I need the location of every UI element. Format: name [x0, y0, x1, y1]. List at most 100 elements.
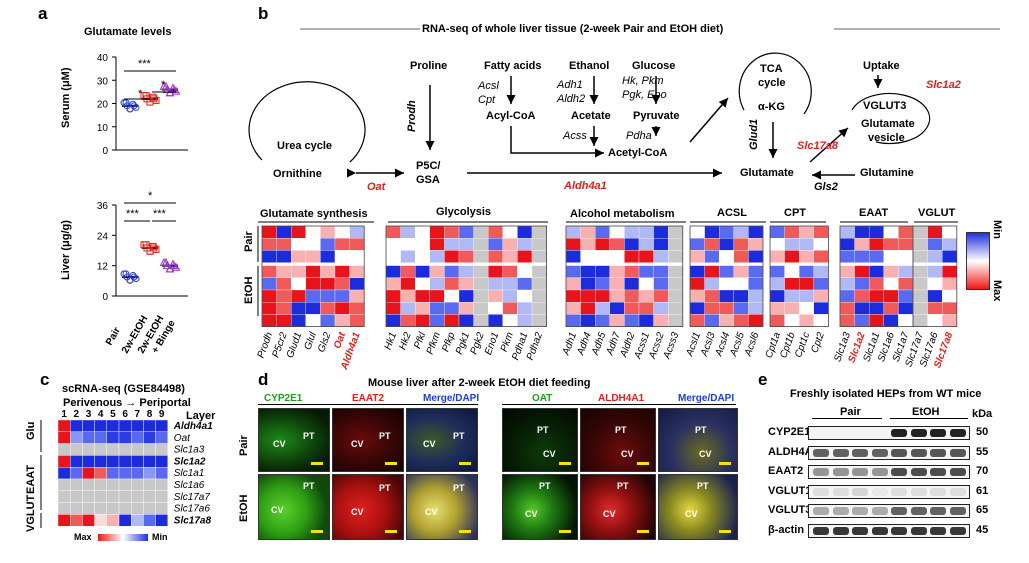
heatmap-cell — [349, 250, 365, 263]
sc-heatmap-cell — [106, 455, 120, 468]
heatmap-cell — [320, 289, 336, 303]
liver-sig-3: *** — [153, 208, 166, 220]
layer-label: 8 — [147, 409, 153, 420]
heatmap-cell — [531, 250, 547, 263]
layer-label: 1 — [61, 409, 67, 420]
heatmap-cell — [580, 289, 596, 303]
sc-heatmap-cell — [143, 443, 156, 456]
sc-heatmap-cell — [155, 478, 169, 492]
heatmap-cell — [609, 238, 625, 251]
layer-label: 7 — [135, 409, 141, 420]
sc-heatmap-cell — [155, 514, 169, 527]
heatmap-cell — [912, 265, 928, 278]
heatmap-cell — [942, 225, 957, 239]
layer-label: 2 — [74, 409, 80, 420]
heatmap-cell — [531, 238, 547, 251]
heatmap-cell — [689, 314, 705, 327]
hm-group-cpt: CPT — [784, 207, 806, 219]
heatmap-cell — [517, 238, 533, 251]
heatmap-cell — [291, 302, 306, 315]
blot-band — [891, 468, 907, 476]
panel-c-color-legend — [98, 534, 148, 541]
data-point — [122, 99, 130, 107]
heatmap-cell — [334, 225, 350, 239]
liver-axes: 0 12 24 36 — [97, 201, 188, 303]
sc-heatmap-cell — [143, 467, 156, 480]
enzyme-acsl: Acsl — [478, 80, 499, 92]
heatmap-cell — [927, 265, 943, 278]
sc-heatmap-cell — [118, 455, 132, 468]
heatmap-cell — [912, 250, 928, 263]
heatmap-cell — [942, 277, 957, 291]
heatmap-cell — [898, 289, 914, 303]
heatmap-cell — [839, 314, 855, 327]
heatmap-cell — [595, 277, 610, 291]
heatmap-cell — [276, 238, 292, 251]
tick-label: 0 — [102, 292, 108, 303]
tick-label: 12 — [97, 262, 109, 273]
gene-label: Hk2 — [397, 330, 414, 351]
heatmap-cell — [473, 265, 489, 278]
micro-pair-aldh4a1: PT CV — [580, 408, 656, 472]
serum-sig-2: * — [138, 88, 143, 100]
sc-heatmap-cell — [57, 467, 71, 480]
blot-kda: 65 — [976, 504, 989, 516]
sc-gene-label: Slc1a2 — [174, 456, 206, 467]
heatmap-cell — [415, 238, 430, 251]
micro-etoh-aldh4a1: PT CV — [580, 474, 656, 540]
heatmap-cell — [291, 289, 306, 303]
heatmap-cell — [912, 314, 928, 327]
heatmap-cell — [927, 250, 943, 263]
heatmap-cell — [653, 302, 669, 315]
hm-group-alcohol: Alcohol metabolism — [570, 208, 675, 220]
heatmap-cell — [733, 225, 749, 239]
heatmap-cell — [458, 265, 474, 278]
sc-heatmap-cell — [82, 478, 95, 492]
heatmap-cell — [912, 225, 928, 239]
micro-etoh-oat: PT CV — [502, 474, 578, 540]
blot-band — [832, 448, 849, 457]
heatmap-cell — [580, 277, 596, 291]
heatmap-cell — [531, 289, 547, 303]
heatmap-cell — [400, 250, 416, 263]
heatmap-cell — [320, 250, 336, 263]
serum-sig-1: *** — [138, 58, 151, 70]
blot-label: EAAT2 — [768, 465, 804, 477]
heatmap-cell — [719, 314, 734, 327]
heatmap-cell — [415, 277, 430, 291]
sc-heatmap-cell — [130, 443, 144, 456]
heatmap-cell — [385, 225, 401, 239]
blot-band — [871, 448, 888, 457]
sc-heatmap-cell — [82, 502, 95, 515]
sc-heatmap-cell — [69, 467, 83, 480]
heatmap-cell — [869, 302, 884, 315]
heatmap-cell — [624, 289, 640, 303]
micro-pair-cyp2e1: CV PT — [258, 408, 330, 472]
node-glutamine: Glutamine — [860, 167, 914, 179]
hm-group-glycolysis: Glycolysis — [436, 206, 492, 218]
data-point — [126, 276, 134, 284]
heatmap-cell — [385, 250, 401, 263]
heatmap-cell — [517, 250, 533, 263]
blot-band — [930, 487, 946, 496]
blot-band — [852, 526, 868, 535]
heatmap-cell — [531, 277, 547, 291]
sc-heatmap-cell — [82, 490, 95, 503]
heatmap-cell — [305, 314, 321, 327]
panel-c-title: scRNA-seq (GSE84498) — [62, 383, 185, 395]
heatmap-cell — [704, 289, 720, 303]
heatmap-cell — [473, 225, 489, 239]
sc-heatmap-cell — [57, 490, 71, 503]
node-tca-1: TCA — [760, 63, 783, 75]
heatmap-cell — [458, 238, 474, 251]
heatmap-cell — [898, 225, 914, 239]
node-akg: α-KG — [758, 101, 785, 113]
heatmap-cell — [638, 225, 654, 239]
sc-heatmap-cell — [94, 514, 107, 527]
heatmap-cell — [799, 314, 814, 327]
sc-gene-label: Slc1a6 — [174, 480, 205, 491]
enzyme-hk-pkm: Hk, Pkm — [622, 75, 664, 87]
heatmap-cell — [704, 225, 720, 239]
panel-e-group-pair: Pair — [840, 406, 861, 418]
heatmap-cell — [653, 277, 669, 291]
